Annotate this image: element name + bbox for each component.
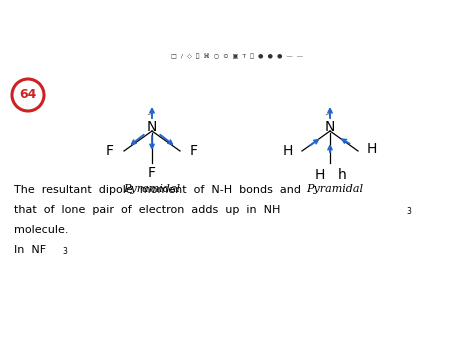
Text: 64: 64	[19, 88, 36, 102]
Text: ↺  ↻  ⎙  ×  ...: ↺ ↻ ⎙ × ...	[413, 22, 455, 28]
Text: The  resultant  dipole  moment  of  N-H  bonds  and: The resultant dipole moment of N-H bonds…	[14, 185, 301, 195]
Text: H: H	[315, 168, 325, 182]
Text: F: F	[190, 144, 198, 158]
Text: < ⬛ Q ⎓ ↥: < ⬛ Q ⎓ ↥	[19, 22, 50, 28]
Text: N: N	[325, 120, 335, 134]
Text: N: N	[147, 120, 157, 134]
Text: CHEMISTRY  ▾: CHEMISTRY ▾	[206, 21, 268, 30]
Text: 3: 3	[62, 247, 67, 257]
Text: 3: 3	[406, 208, 411, 217]
Text: h: h	[337, 168, 346, 182]
Text: Pyramidal: Pyramidal	[307, 184, 364, 194]
Text: ··: ··	[324, 111, 329, 120]
Text: ··: ··	[146, 111, 152, 120]
Text: Pyramidal: Pyramidal	[124, 184, 181, 194]
Text: □  /  ◇  ⎕  ⌘  ○  ⊙  ▣  T  ⎘  ●  ●  ●  —  —: □ / ◇ ⎕ ⌘ ○ ⊙ ▣ T ⎘ ● ● ● — —	[171, 53, 303, 59]
Text: 97%: 97%	[446, 6, 460, 11]
Text: molecule.: molecule.	[14, 225, 69, 235]
Text: F: F	[148, 166, 156, 180]
Text: In  NF: In NF	[14, 245, 46, 255]
Text: H: H	[283, 144, 293, 158]
Text: 3:54 AM  Mon 20 Sep: 3:54 AM Mon 20 Sep	[9, 6, 76, 11]
Text: H: H	[367, 142, 377, 156]
Text: F: F	[106, 144, 114, 158]
Text: that  of  lone  pair  of  electron  adds  up  in  NH: that of lone pair of electron adds up in…	[14, 205, 281, 215]
